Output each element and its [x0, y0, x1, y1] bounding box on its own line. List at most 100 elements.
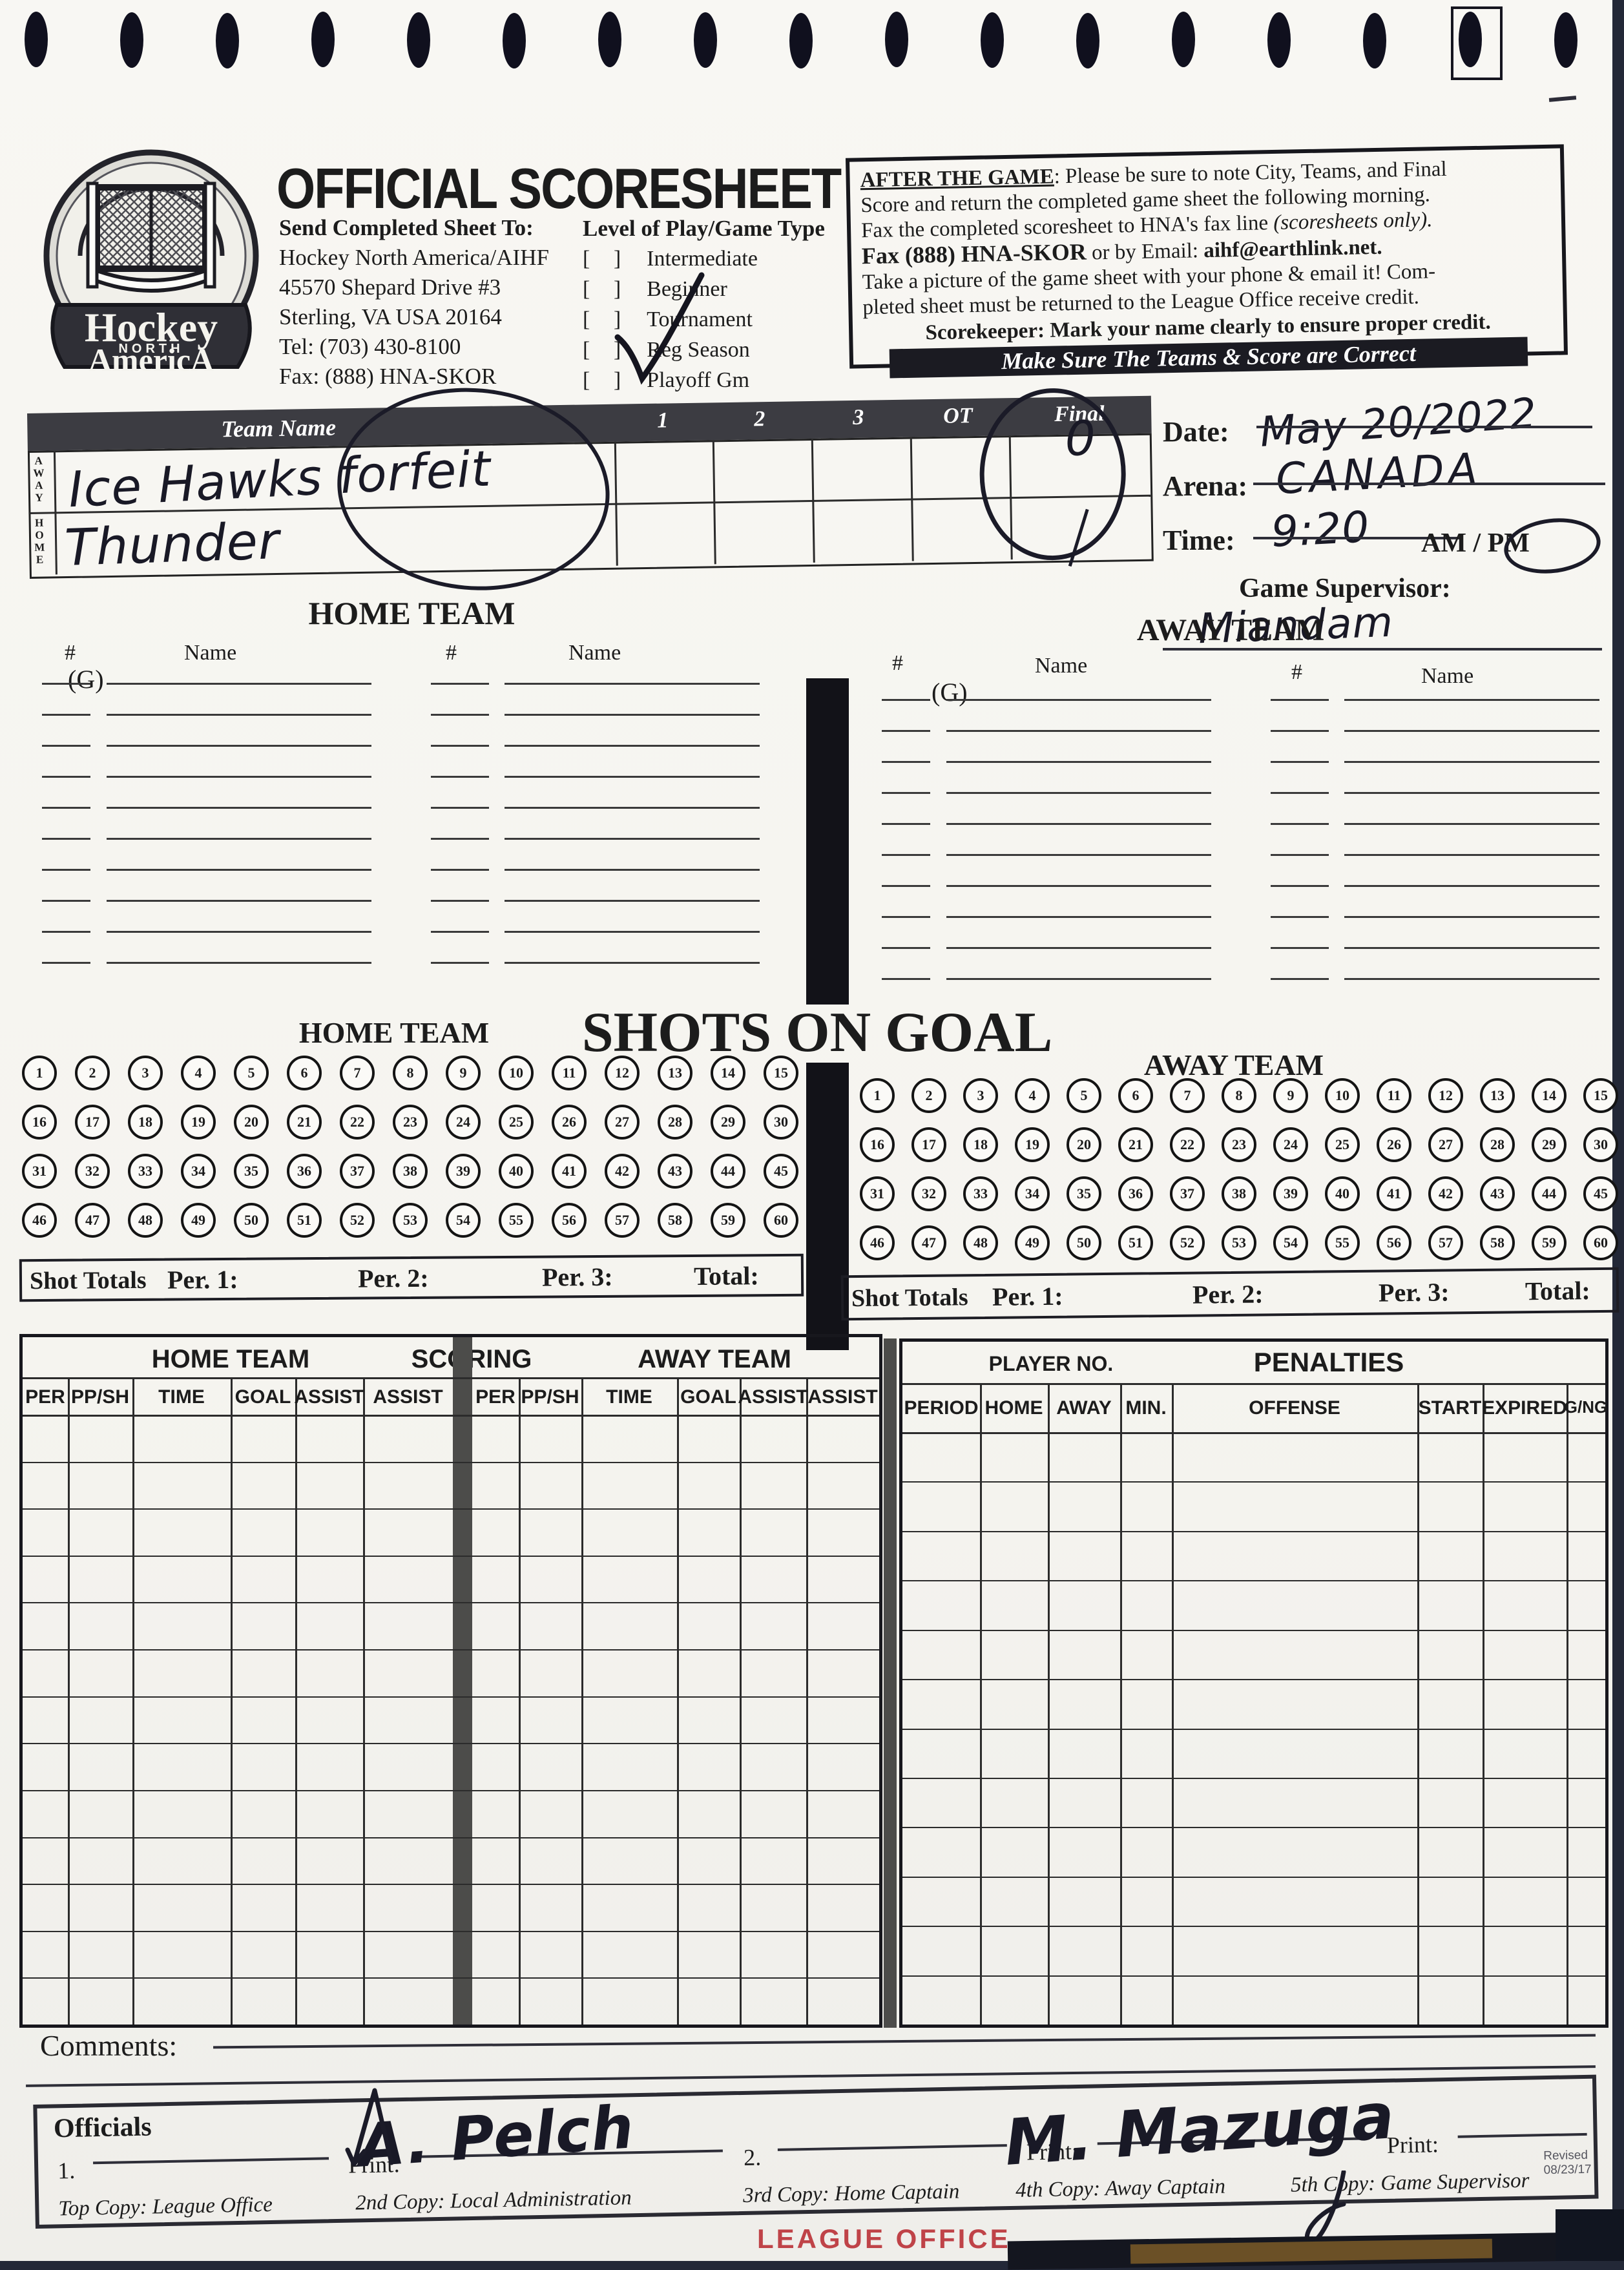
shot-circle: 8: [1222, 1078, 1256, 1113]
punch-hole-box: [1451, 6, 1503, 80]
away-roster-title: AWAY TEAM: [1136, 613, 1325, 647]
shot-totals-label: Shot Totals: [29, 1266, 147, 1295]
shot-circle: 22: [1170, 1127, 1205, 1162]
shot-circle: 23: [393, 1105, 428, 1140]
shot-circle: 41: [1377, 1176, 1411, 1211]
roster-divider-bar: [806, 678, 849, 1005]
signature-doodle-arrow: [345, 2088, 394, 2167]
shot-circle: 58: [658, 1203, 692, 1238]
shot-circle: 39: [446, 1154, 481, 1189]
arena-label: Arena:: [1163, 470, 1248, 502]
send-to-line: Fax: (888) HNA-SKOR: [279, 364, 497, 389]
official-2-signature-line: [777, 2144, 1007, 2151]
shot-circle: 54: [446, 1203, 481, 1238]
shot-circle: 55: [1325, 1225, 1360, 1260]
level-option-playoff-gm: [ ] Playoff Gm: [583, 368, 750, 392]
logo-word-hockey: Hockey: [85, 304, 218, 350]
scoring-col-pp-sh: PP/SH: [521, 1386, 579, 1408]
shot-circle: 45: [1583, 1176, 1618, 1211]
shot-circle: 7: [1170, 1078, 1205, 1113]
shot-circle: 9: [446, 1056, 481, 1090]
away-name-header-1: Name: [1035, 654, 1088, 678]
shot-circle: 18: [963, 1127, 998, 1162]
after-game-email: aihf@earthlink.net.: [1203, 235, 1382, 263]
shot-circle: 19: [181, 1105, 216, 1140]
official-1-number: 1.: [57, 2157, 76, 2184]
scoring-divider-bar: [453, 1337, 472, 2025]
team-name-header: Team Name: [221, 414, 337, 443]
official-2-number: 2.: [743, 2144, 762, 2171]
after-game-line4: or by Email:: [1086, 239, 1204, 265]
shot-circle: 22: [340, 1105, 375, 1140]
scoring-col-assist: ASSIST: [373, 1386, 443, 1408]
shot-circle: 3: [963, 1078, 998, 1113]
shot-circle: 37: [340, 1154, 375, 1189]
home-team-name-handwritten: Thunder: [63, 512, 281, 578]
scoring-col-per: PER: [25, 1386, 65, 1408]
send-to-line: Tel: (703) 430-8100: [279, 334, 461, 359]
scoring-col-per: PER: [475, 1386, 515, 1408]
comments-line-1: [213, 2034, 1596, 2049]
away-shot-totals-bar: Shot Totals Per. 1: Per. 2: Per. 3: Tota…: [840, 1267, 1619, 1321]
shot-circle: 45: [764, 1154, 798, 1189]
penalties-col-period: PERIOD: [904, 1397, 979, 1419]
shots-divider-bar: [806, 1063, 849, 1350]
shot-circle: 2: [75, 1056, 110, 1090]
copy-note-2: 2nd Copy: Local Administration: [355, 2186, 632, 2215]
home-roster-title: HOME TEAM: [308, 595, 515, 631]
shot-circle: 47: [75, 1203, 110, 1238]
copy-note-4: 4th Copy: Away Captain: [1015, 2174, 1226, 2202]
logo-word-america: AmericA: [88, 342, 214, 378]
away-goalie-label: (G): [932, 678, 968, 707]
shot-circle: 34: [1015, 1176, 1050, 1211]
shot-circle: 20: [234, 1105, 269, 1140]
am-pm-label: AM / PM: [1421, 528, 1530, 558]
shot-circle: 26: [1377, 1127, 1411, 1162]
shot-circle: 39: [1273, 1176, 1308, 1211]
shot-circle: 14: [711, 1056, 745, 1090]
after-game-line3-italic: (scoresheets only).: [1273, 208, 1433, 235]
shot-circle: 44: [711, 1154, 745, 1189]
scoring-away-label: AWAY TEAM: [638, 1345, 791, 1373]
date-label: Date:: [1163, 416, 1229, 448]
home-shot-totals-bar: Shot Totals Per. 1: Per. 2: Per. 3: Tota…: [19, 1253, 804, 1302]
per2-label: Per. 2:: [1192, 1279, 1264, 1309]
send-to-label: Send Completed Sheet To:: [279, 215, 534, 240]
shot-circle: 35: [234, 1154, 269, 1189]
shot-circle: 1: [860, 1078, 895, 1113]
per3-label: Per. 3:: [541, 1262, 613, 1292]
after-game-fax: Fax (888) HNA-SKOR: [861, 238, 1087, 269]
shot-circle: 53: [393, 1203, 428, 1238]
pen-dash-mark: [1548, 96, 1577, 102]
shot-circle: 42: [1428, 1176, 1463, 1211]
away-num-header-1: #: [892, 651, 903, 675]
penalties-col-home: HOME: [984, 1397, 1043, 1419]
penalties-col-offense: OFFENSE: [1249, 1397, 1340, 1419]
shot-circle: 58: [1480, 1225, 1515, 1260]
shot-circle: 31: [860, 1176, 895, 1211]
shot-circle: 21: [1118, 1127, 1153, 1162]
official-1-signature-line: [93, 2157, 329, 2165]
shots-away-label: AWAY TEAM: [1143, 1048, 1324, 1081]
shot-circle: 5: [1067, 1078, 1101, 1113]
shot-circle: 52: [1170, 1225, 1205, 1260]
shot-circle: 30: [1583, 1127, 1618, 1162]
per2-label: Per. 2:: [357, 1263, 429, 1293]
shot-circle: 13: [658, 1056, 692, 1090]
shot-circle: 37: [1170, 1176, 1205, 1211]
comments-label: Comments:: [40, 2029, 178, 2062]
level-of-play-block: Level of Play/Game Type [ ] Intermediate […: [583, 213, 825, 395]
shot-circle: 27: [1428, 1127, 1463, 1162]
shot-circle: 40: [499, 1154, 534, 1189]
officials-label: Officials: [53, 2112, 152, 2144]
home-goalie-label: (G): [68, 665, 104, 694]
shots-home-label: HOME TEAM: [298, 1016, 490, 1049]
after-game-box: AFTER THE GAME: Please be sure to note C…: [845, 144, 1568, 379]
penalties-left-bar: [884, 1338, 897, 2028]
scoring-col-assist: ASSIST: [807, 1386, 878, 1408]
shot-circle: 57: [605, 1203, 640, 1238]
scoring-col-assist: ASSIST: [294, 1386, 364, 1408]
